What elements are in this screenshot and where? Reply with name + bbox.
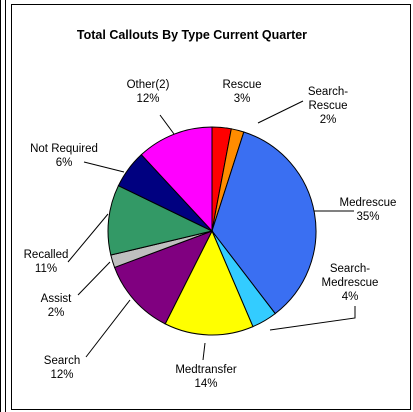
leader-line-search bbox=[85, 299, 131, 358]
label-medrescue: Medrescue 35% bbox=[340, 197, 397, 223]
label-other-2: Other(2) 12% bbox=[127, 79, 170, 105]
label-line: 6% bbox=[56, 157, 73, 169]
label-line: 11% bbox=[35, 263, 57, 275]
chart-border bbox=[11, 4, 411, 410]
label-line: 2% bbox=[320, 114, 337, 126]
label-rescue: Rescue 3% bbox=[223, 79, 262, 105]
label-assist: Assist 2% bbox=[41, 293, 72, 319]
label-line: 12% bbox=[50, 369, 73, 381]
left-divider bbox=[0, 0, 6, 412]
label-not-required: Not Required 6% bbox=[30, 143, 98, 169]
label-recalled: Recalled 11% bbox=[24, 249, 69, 275]
slice-other-2 bbox=[140, 126, 213, 233]
leader-line-search-rescue bbox=[257, 100, 304, 124]
label-line: 4% bbox=[342, 291, 359, 303]
label-line: 14% bbox=[194, 378, 217, 390]
label-search-medrescue: Search- Medrescue 4% bbox=[322, 263, 379, 303]
label-line: Rescue bbox=[309, 100, 348, 112]
chart-title: Total Callouts By Type Current Quarter bbox=[77, 28, 307, 42]
leader-line-medtransfer bbox=[202, 342, 206, 361]
slice-medtransfer bbox=[164, 229, 254, 336]
label-line: 35% bbox=[356, 211, 379, 223]
leader-line-search-medrescue bbox=[269, 306, 356, 331]
label-search-rescue: Search- Rescue 2% bbox=[308, 86, 348, 126]
label-line: Medrescue bbox=[340, 197, 397, 209]
leader-line-recalled bbox=[67, 213, 109, 263]
label-line: Search- bbox=[330, 263, 370, 275]
label-line: Medtransfer bbox=[175, 364, 237, 376]
pie-slices bbox=[107, 126, 317, 336]
label-line: Rescue bbox=[223, 79, 262, 91]
label-line: Medrescue bbox=[322, 277, 379, 289]
label-line: Search- bbox=[308, 86, 348, 98]
label-line: Recalled bbox=[24, 249, 69, 261]
label-line: 12% bbox=[136, 93, 159, 105]
leader-line-not-required bbox=[83, 161, 125, 173]
label-line: Other(2) bbox=[127, 79, 170, 91]
label-line: 2% bbox=[48, 307, 65, 319]
label-line: 3% bbox=[234, 93, 251, 105]
slice-search bbox=[113, 230, 214, 325]
slice-medrescue bbox=[211, 131, 317, 315]
label-line: Assist bbox=[41, 293, 72, 305]
label-medtransfer: Medtransfer 14% bbox=[175, 364, 237, 390]
label-line: Not Required bbox=[30, 143, 98, 155]
slice-labels: Rescue 3% Search- Rescue 2% Medrescue 35% Searc… bbox=[24, 79, 397, 390]
leader-line-other-2 bbox=[159, 114, 175, 135]
slice-recalled bbox=[107, 185, 214, 256]
leader-lines bbox=[67, 100, 356, 361]
label-line: Search bbox=[44, 355, 80, 367]
leader-line-assist bbox=[77, 261, 111, 296]
label-search: Search 12% bbox=[44, 355, 80, 381]
